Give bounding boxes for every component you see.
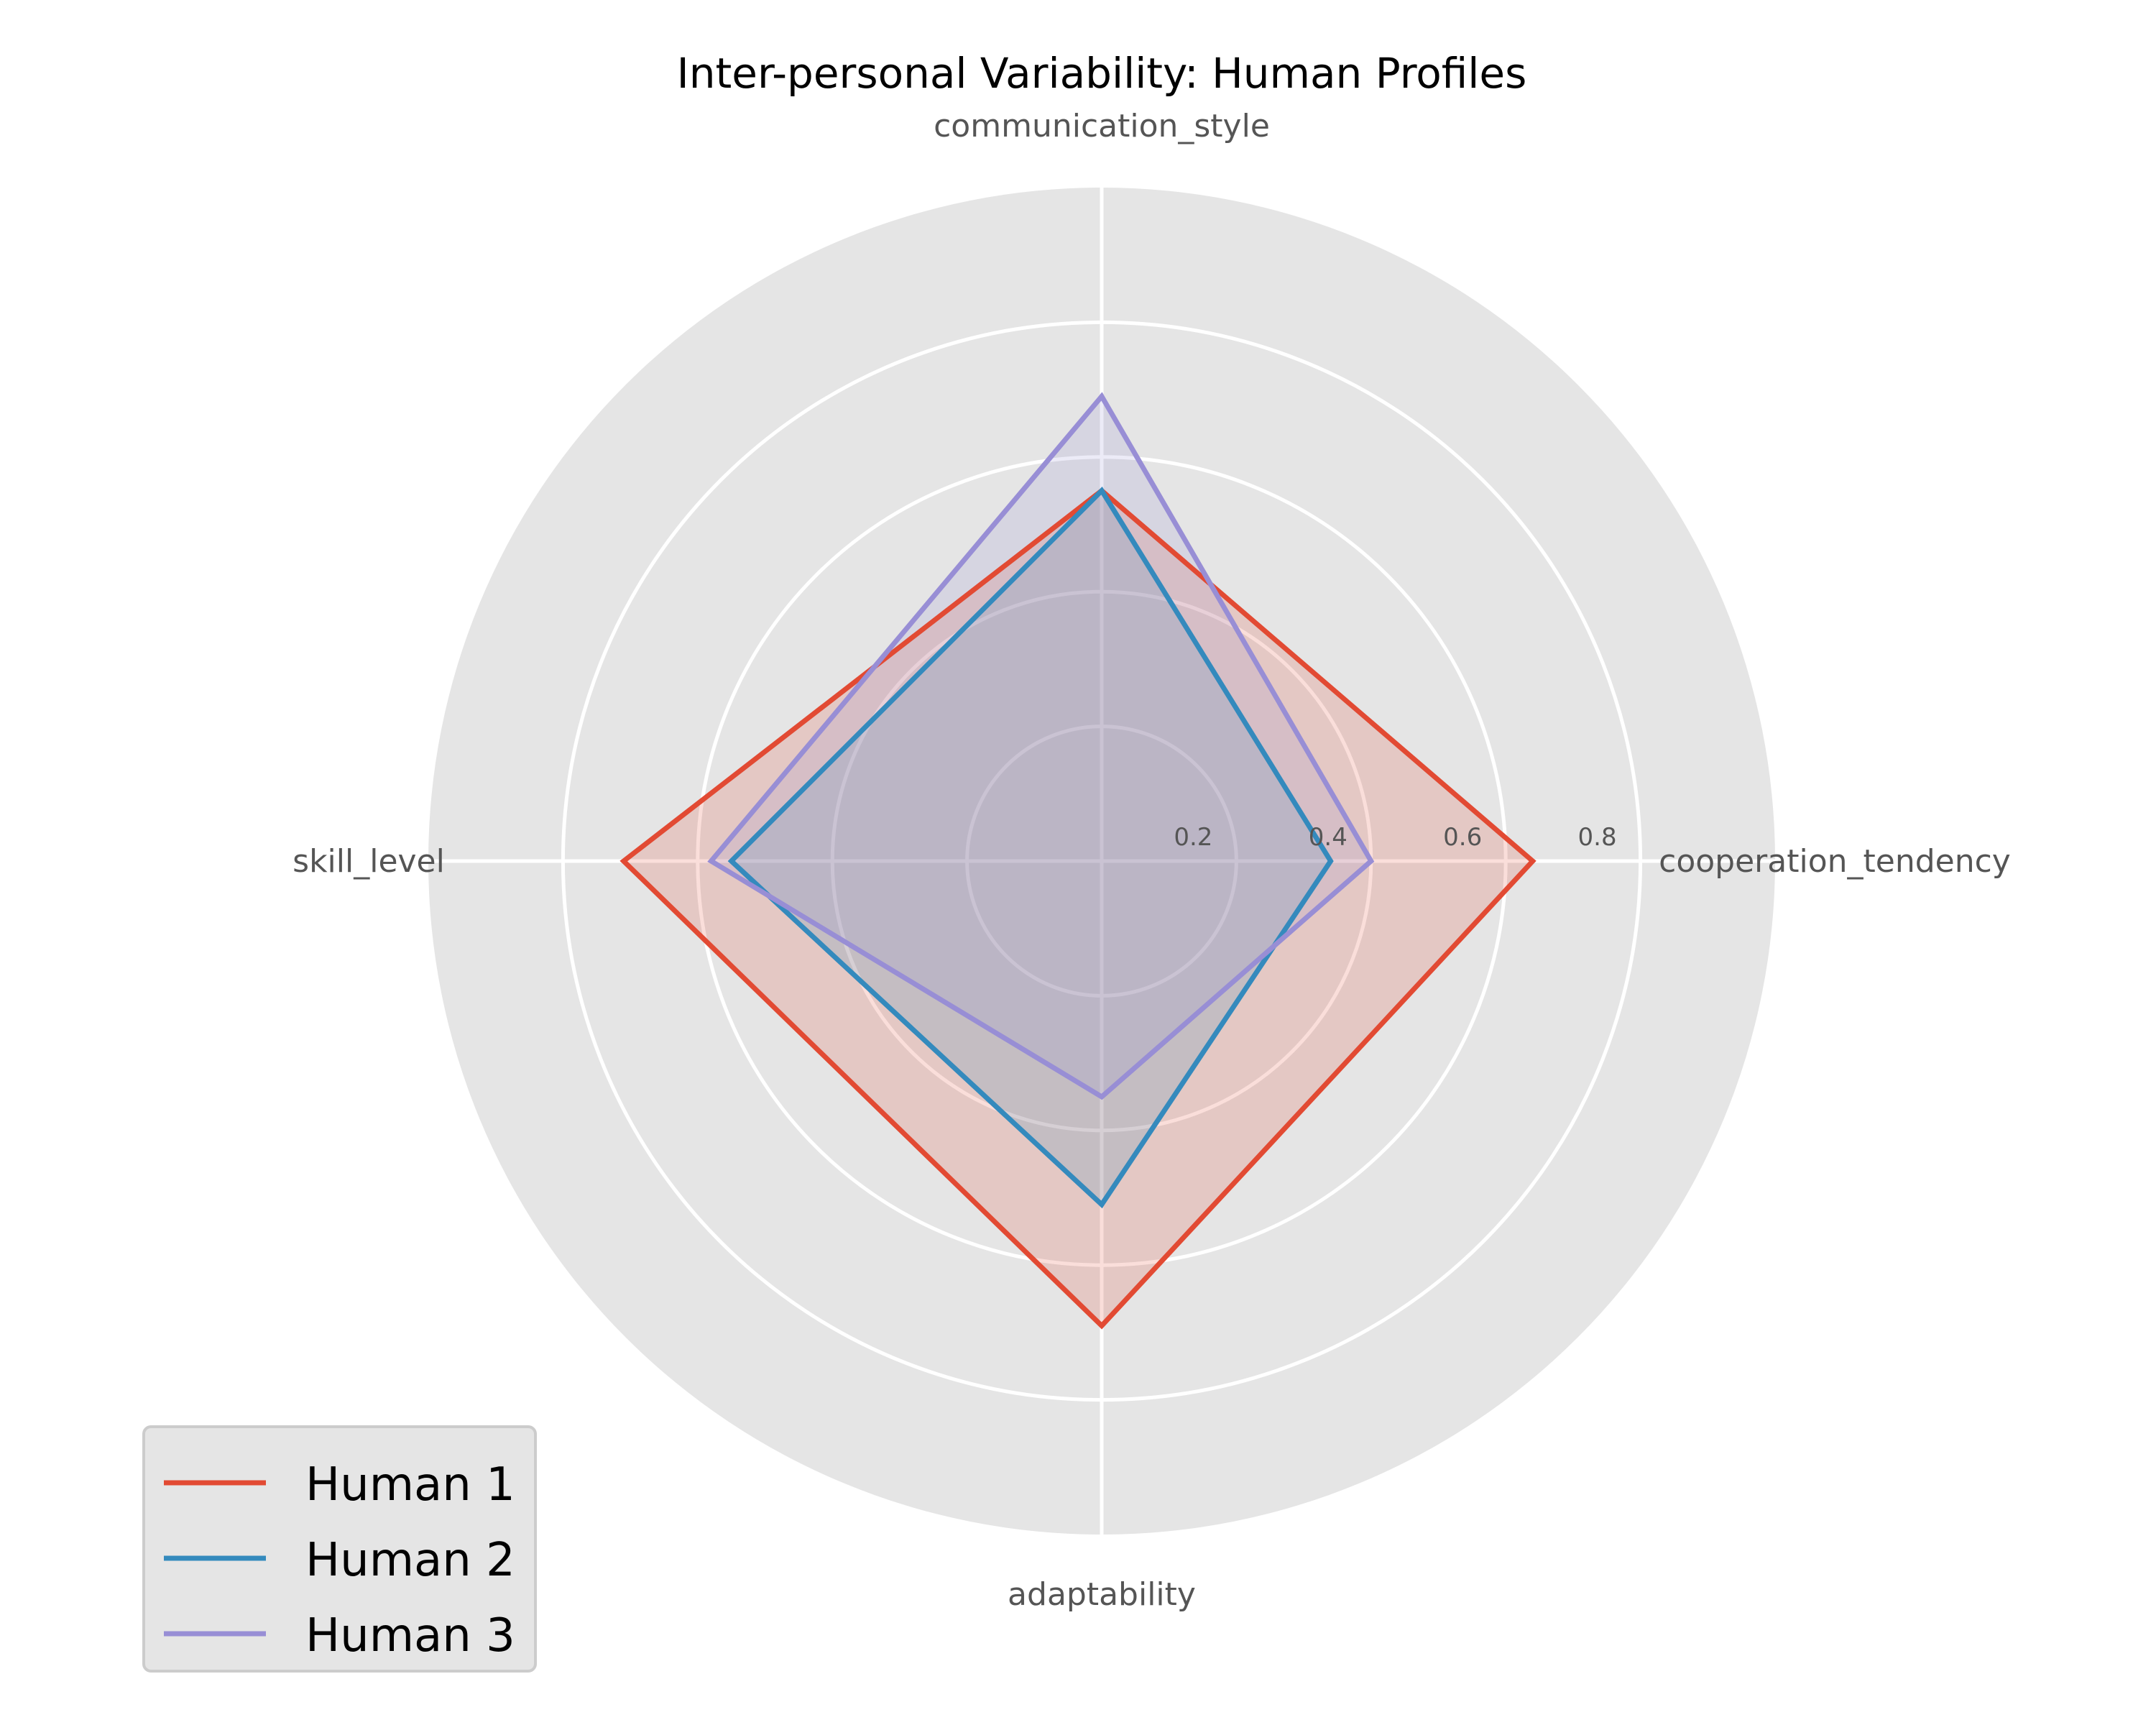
legend-label-2: Human 2 — [305, 1534, 515, 1587]
plot-area: 0.2 0.4 0.6 0.8 communication_style cooperati… — [292, 108, 2011, 1613]
legend: Human 1 Human 2 Human 3 — [142, 1425, 537, 1673]
axis-label-cooperation-tendency: cooperation_tendency — [1659, 843, 2011, 880]
series-fill-1 — [623, 490, 1533, 1326]
legend-box — [142, 1425, 537, 1673]
series-line-3 — [707, 392, 1375, 1100]
chart-title: Inter-personal Variability: Human Profil… — [677, 49, 1527, 98]
series-line-1 — [619, 487, 1537, 1330]
legend-label-3: Human 3 — [305, 1609, 515, 1662]
r-tick-label: 0.8 — [1578, 823, 1617, 852]
series-fill-3 — [711, 396, 1371, 1097]
r-tick-label: 0.4 — [1309, 823, 1348, 852]
r-tick-label: 0.6 — [1443, 823, 1482, 852]
axis-label-adaptability: adaptability — [1008, 1576, 1196, 1613]
r-tick-label: 0.2 — [1174, 823, 1212, 852]
legend-label-1: Human 1 — [305, 1458, 515, 1512]
axis-label-skill-level: skill_level — [292, 843, 445, 880]
axis-label-communication-style: communication_style — [934, 108, 1270, 144]
series-line-2 — [727, 487, 1334, 1209]
